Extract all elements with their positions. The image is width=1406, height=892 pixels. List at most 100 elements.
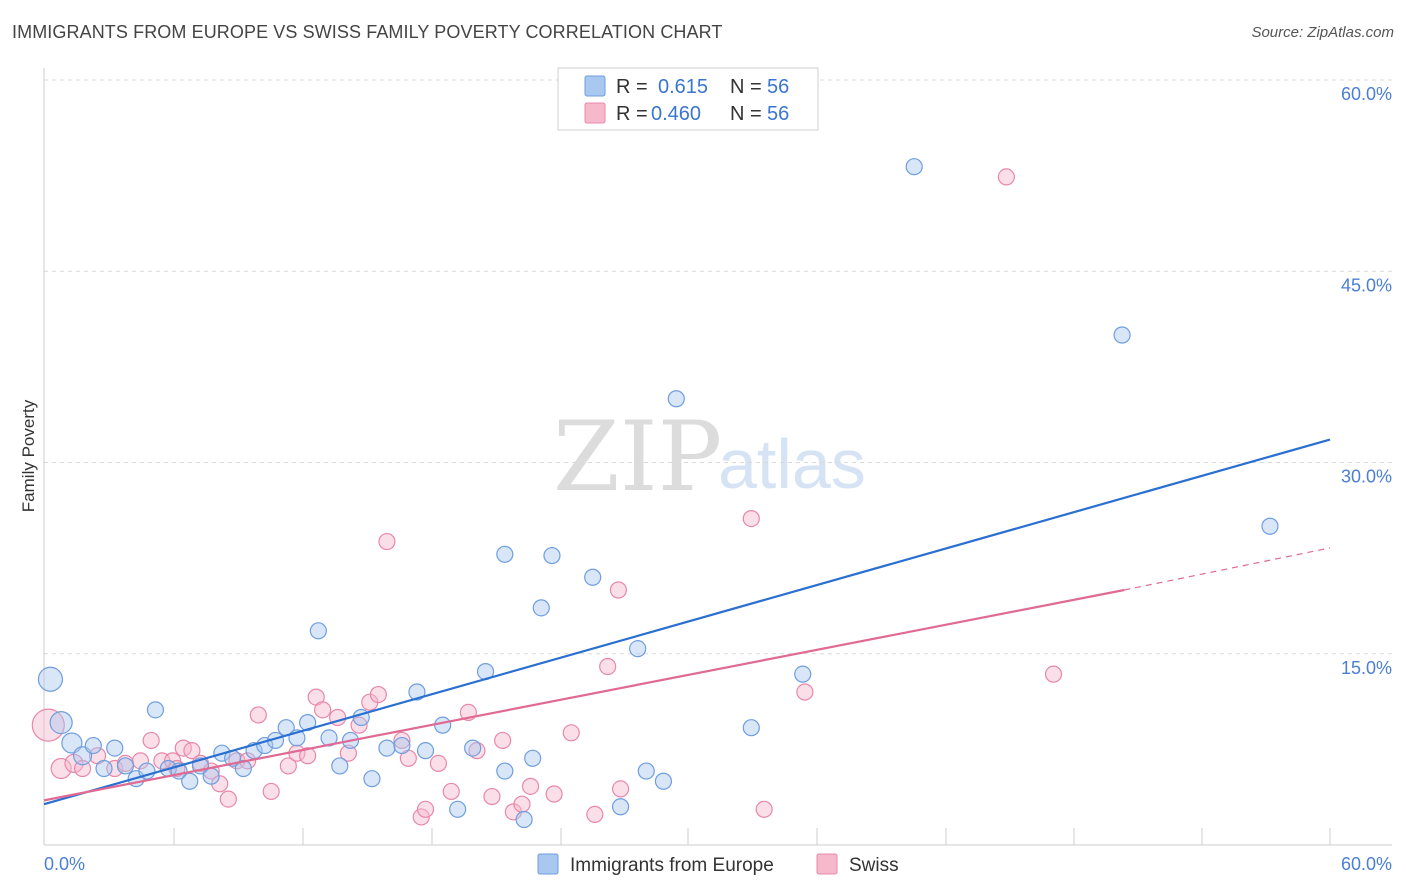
- point-swiss-38: [442, 782, 460, 801]
- point-europe-34: [416, 742, 435, 760]
- point-swiss-36: [416, 800, 435, 818]
- legend-r-label-1: R =: [616, 103, 648, 125]
- point-swiss-24: [299, 747, 317, 765]
- point-swiss-46: [545, 785, 563, 803]
- legend-swatch-blue: [584, 75, 606, 97]
- y-tick-label-30: 30.0%: [1341, 467, 1392, 487]
- point-europe-45: [584, 568, 602, 586]
- point-europe-39: [496, 545, 514, 563]
- point-swiss-21: [262, 782, 280, 801]
- point-swiss-0: [31, 708, 65, 742]
- point-swiss-20: [249, 706, 267, 724]
- trend-line-swiss-extension: [1124, 547, 1331, 591]
- legend-box: R = 0.615 N = 56 R = 0.460 N = 56: [557, 67, 819, 131]
- point-europe-5: [95, 759, 113, 778]
- point-europe-33: [408, 683, 426, 701]
- x-tick-labels: 0.0% 60.0%: [44, 854, 1392, 874]
- point-swiss-7: [131, 752, 150, 770]
- point-europe-10: [146, 701, 165, 719]
- bottom-legend: Immigrants from Europe Swiss: [537, 853, 899, 876]
- point-europe-46: [611, 798, 630, 816]
- point-europe-30: [363, 770, 381, 788]
- point-swiss-45: [521, 777, 540, 795]
- chart-source: Source: ZipAtlas.com: [1251, 24, 1394, 41]
- point-europe-48: [637, 762, 655, 780]
- point-europe-42: [524, 749, 542, 767]
- bottom-legend-swatch-pink: [816, 853, 838, 875]
- point-swiss-8: [142, 731, 160, 750]
- point-europe-40: [496, 762, 514, 780]
- point-europe-0: [37, 666, 64, 692]
- point-swiss-47: [562, 724, 580, 742]
- legend-r-value-1: 0.460: [651, 103, 701, 125]
- point-europe-52: [794, 665, 812, 683]
- point-swiss-13: [183, 742, 201, 760]
- y-tick-labels: 15.0% 30.0% 45.0% 60.0%: [1341, 84, 1392, 678]
- point-swiss-31: [369, 685, 387, 704]
- point-swiss-50: [609, 581, 628, 599]
- trend-line-europe: [43, 438, 1331, 806]
- y-tick-label-60: 60.0%: [1341, 84, 1392, 104]
- point-europe-24: [299, 713, 317, 732]
- point-europe-25: [309, 622, 327, 640]
- chart-title: IMMIGRANTS FROM EUROPE VS SWISS FAMILY P…: [12, 22, 723, 42]
- legend-n-value-1: 56: [767, 103, 789, 125]
- point-europe-41: [515, 810, 533, 829]
- point-swiss-53: [755, 800, 773, 818]
- trend-line-swiss: [43, 588, 1125, 802]
- point-europe-53: [905, 158, 923, 176]
- legend-n-value-0: 56: [767, 76, 789, 98]
- point-swiss-17: [219, 790, 237, 808]
- point-swiss-1: [50, 757, 72, 780]
- watermark-atlas: atlas: [718, 425, 866, 503]
- legend-r-label-0: R =: [616, 76, 648, 98]
- point-europe-51: [742, 719, 760, 737]
- scatter-points: [31, 158, 1279, 829]
- bottom-legend-label-swiss: Swiss: [849, 855, 899, 876]
- point-europe-50: [667, 390, 685, 408]
- grid-lines: [44, 79, 1392, 655]
- point-europe-4: [84, 736, 102, 755]
- x-tick-label-max: 60.0%: [1341, 854, 1392, 874]
- x-tick-label-min: 0.0%: [44, 854, 85, 874]
- point-swiss-37: [429, 754, 447, 773]
- point-europe-32: [393, 736, 411, 755]
- point-swiss-32: [378, 532, 396, 551]
- point-europe-15: [202, 767, 220, 785]
- y-tick-label-45: 45.0%: [1341, 275, 1392, 295]
- point-swiss-28: [339, 744, 357, 762]
- point-europe-13: [181, 772, 199, 790]
- point-europe-43: [532, 599, 550, 617]
- point-europe-36: [449, 800, 467, 818]
- point-europe-37: [464, 739, 482, 757]
- point-swiss-54: [796, 683, 814, 701]
- point-swiss-41: [483, 787, 501, 806]
- point-europe-7: [116, 757, 135, 775]
- point-europe-49: [654, 772, 673, 790]
- point-swiss-3: [73, 759, 92, 778]
- point-europe-35: [434, 716, 452, 734]
- point-swiss-56: [1044, 665, 1063, 683]
- watermark-zip: ZIP: [553, 401, 722, 513]
- point-swiss-51: [611, 780, 630, 798]
- legend-swatch-pink: [584, 102, 606, 124]
- point-swiss-49: [599, 657, 617, 676]
- point-swiss-55: [997, 168, 1015, 186]
- point-swiss-42: [494, 731, 512, 750]
- point-europe-54: [1113, 326, 1131, 344]
- point-europe-6: [106, 739, 124, 757]
- point-europe-1: [49, 710, 73, 735]
- point-europe-31: [378, 739, 396, 757]
- trend-lines: [43, 438, 1331, 806]
- point-europe-47: [629, 640, 647, 658]
- point-swiss-33: [393, 731, 411, 750]
- legend-n-label-1: N =: [730, 103, 762, 125]
- legend-r-value-0: 0.615: [658, 76, 708, 98]
- legend-n-label-0: N =: [730, 76, 762, 98]
- point-swiss-44: [513, 795, 531, 813]
- y-tick-label-15: 15.0%: [1341, 658, 1392, 678]
- point-swiss-48: [586, 805, 604, 824]
- y-axis-title: Family Poverty: [19, 399, 38, 512]
- point-europe-2: [61, 732, 83, 754]
